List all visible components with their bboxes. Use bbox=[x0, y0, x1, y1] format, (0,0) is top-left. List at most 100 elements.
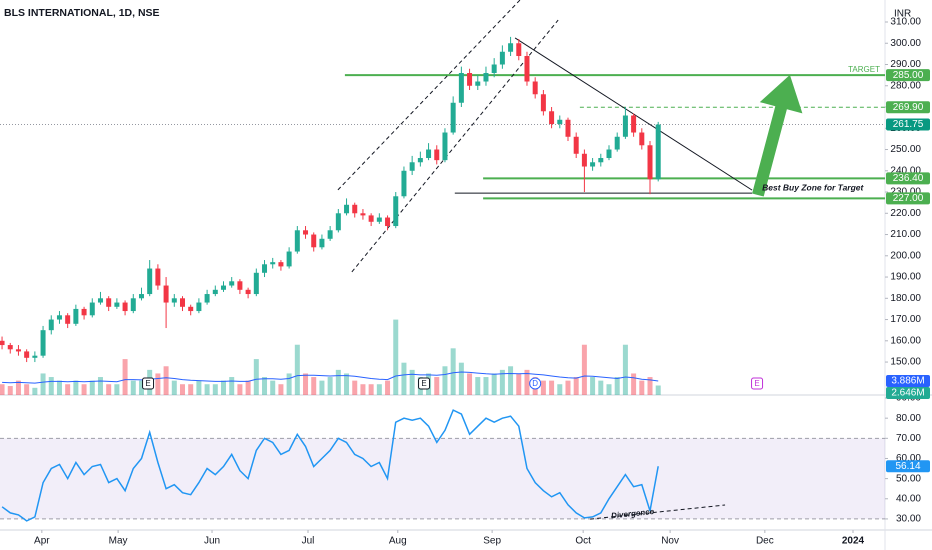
candle-body bbox=[565, 119, 571, 137]
candle-body bbox=[327, 230, 333, 239]
candle-body bbox=[376, 217, 382, 222]
rsi-tick-label: 40.00 bbox=[896, 493, 921, 504]
candle-body bbox=[245, 289, 251, 295]
candle-body bbox=[286, 251, 292, 267]
volume-bar bbox=[483, 377, 489, 395]
volume-bar bbox=[163, 366, 169, 395]
x-tick-label: Apr bbox=[34, 536, 50, 547]
volume-bar bbox=[508, 366, 514, 395]
volume-bar bbox=[360, 384, 366, 395]
y-tick-label: 160.00 bbox=[890, 335, 921, 346]
volume-bar bbox=[467, 373, 473, 395]
candle-body bbox=[549, 111, 555, 125]
candle-body bbox=[179, 298, 185, 307]
volume-bar bbox=[516, 373, 522, 395]
volume-bar bbox=[286, 373, 292, 395]
candle-body bbox=[499, 51, 505, 65]
candle-body bbox=[467, 73, 473, 86]
candle-body bbox=[171, 298, 177, 303]
volume-bar bbox=[155, 373, 161, 395]
volume-bar bbox=[24, 384, 30, 395]
volume-bar bbox=[549, 380, 555, 395]
x-tick-label: Aug bbox=[389, 536, 407, 547]
volume-bar bbox=[385, 380, 391, 395]
candle-body bbox=[114, 302, 120, 307]
event-label: E bbox=[145, 379, 150, 388]
volume-bar bbox=[204, 384, 210, 395]
volume-bar bbox=[97, 377, 103, 395]
candle-body bbox=[138, 294, 144, 299]
y-tick-label: 190.00 bbox=[890, 272, 921, 283]
volume-bar bbox=[212, 384, 218, 395]
candle-body bbox=[24, 351, 30, 358]
volume-bar bbox=[327, 377, 333, 395]
volume-bar bbox=[450, 348, 456, 395]
volume-bar bbox=[81, 384, 87, 395]
volume-bar bbox=[114, 384, 120, 395]
candle-body bbox=[212, 289, 218, 295]
candle-body bbox=[614, 136, 620, 150]
volume-bar bbox=[590, 377, 596, 395]
event-marker bbox=[529, 377, 542, 390]
candle-body bbox=[516, 43, 522, 57]
volume-bar bbox=[7, 386, 13, 395]
rsi-band bbox=[0, 438, 885, 519]
x-tick-label: Sep bbox=[483, 536, 501, 547]
y-tick-label: 210.00 bbox=[890, 229, 921, 240]
volume-bar bbox=[171, 380, 177, 395]
volume-bar bbox=[278, 384, 284, 395]
y-tick-label: 200.00 bbox=[890, 250, 921, 261]
volume-bar bbox=[540, 380, 546, 395]
y-tick-label: 150.00 bbox=[890, 357, 921, 368]
candle-body bbox=[89, 302, 95, 316]
candle-body bbox=[335, 213, 341, 231]
volume-bar bbox=[106, 384, 112, 395]
candle-body bbox=[368, 215, 374, 222]
candle-body bbox=[557, 119, 563, 125]
volume-bar bbox=[40, 373, 46, 395]
volume-bar bbox=[319, 380, 325, 395]
volume-bar bbox=[253, 359, 259, 395]
volume-bar bbox=[401, 362, 407, 395]
candle-body bbox=[524, 56, 530, 82]
volume-bar bbox=[196, 380, 202, 395]
candle-body bbox=[639, 132, 645, 146]
candle-body bbox=[401, 170, 407, 197]
candle-body bbox=[598, 158, 604, 163]
candle-body bbox=[319, 238, 325, 248]
volume-bar bbox=[138, 380, 144, 395]
candle-body bbox=[7, 345, 13, 350]
candle-body bbox=[606, 149, 612, 159]
event-label: D bbox=[532, 379, 538, 388]
candle-body bbox=[311, 234, 317, 248]
volume-bar bbox=[352, 380, 358, 395]
candle-body bbox=[48, 319, 54, 331]
volume-bar bbox=[606, 384, 612, 395]
level-label-box bbox=[886, 101, 930, 114]
level-label-box bbox=[886, 192, 930, 205]
level-label: 269.90 bbox=[893, 102, 924, 113]
target-arrow bbox=[752, 74, 803, 197]
volume-bar bbox=[598, 380, 604, 395]
candle-body bbox=[262, 264, 268, 273]
candle-body bbox=[294, 230, 300, 252]
volume-label: 2.646M bbox=[891, 388, 924, 399]
volume-label: 3.886M bbox=[891, 376, 924, 387]
x-tick-label: Oct bbox=[575, 536, 591, 547]
candle-body bbox=[15, 349, 21, 352]
trend-line bbox=[337, 0, 521, 191]
chart-title: BLS INTERNATIONAL, 1D, NSE bbox=[4, 7, 160, 19]
level-label-box bbox=[886, 118, 930, 131]
candle-body bbox=[622, 115, 628, 137]
volume-bar bbox=[237, 384, 243, 395]
y-tick-label: 170.00 bbox=[890, 314, 921, 325]
rsi-tick-label: 60.00 bbox=[896, 453, 921, 464]
level-label-box bbox=[886, 172, 930, 185]
volume-bar bbox=[311, 377, 317, 395]
candle-body bbox=[65, 315, 71, 324]
rsi-line bbox=[1, 409, 659, 522]
x-tick-label: 2024 bbox=[842, 536, 865, 547]
candle-body bbox=[508, 43, 514, 52]
rsi-tick-label: 50.00 bbox=[896, 473, 921, 484]
